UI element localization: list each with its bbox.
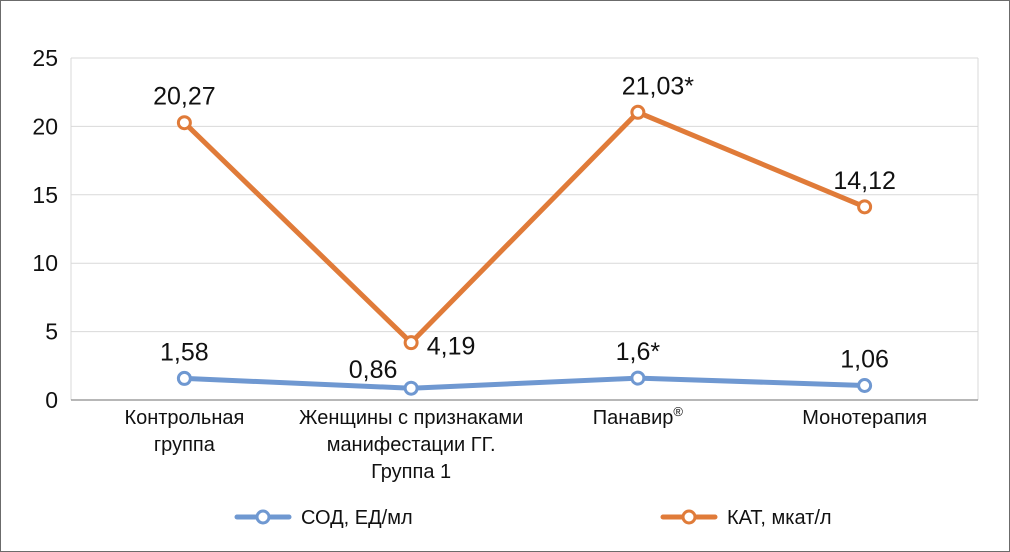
data-label: 0,86 [349,356,398,384]
y-tick-label: 0 [45,387,58,413]
x-category-label: Монотерапия [802,407,927,429]
grid-layer [70,57,979,400]
x-category-label: Контрольная группа [124,407,244,456]
axis-layer: 0 5 10 15 20 25 Контрольная группа Женщины с при… [32,45,978,483]
legend-label: СОД, ЕД/мл [301,507,413,529]
y-tick-label: 20 [32,113,58,139]
data-label: 4,19 [427,333,476,361]
series-layer [176,104,873,396]
data-point [176,370,192,386]
legend-swatch-marker [681,509,697,525]
data-point [857,377,873,393]
legend: СОД, ЕД/мл КАТ, мкат/л [234,507,832,529]
data-label: 1,58 [160,338,209,366]
x-category-label: Панавир® [593,404,684,429]
legend-label: КАТ, мкат/л [727,507,832,529]
y-tick-label: 10 [32,250,58,276]
x-category-label: Женщины с признаками манифестации ГГ. Груп… [299,407,523,483]
data-point [176,115,192,131]
data-label: 1,6* [616,338,661,366]
y-tick-label: 25 [32,45,58,71]
data-point [403,380,419,396]
data-label: 14,12 [833,167,896,195]
data-point [630,370,646,386]
label-layer: 1,58 0,86 1,6* 1,06 20,27 4,19 21,03* 14,12 [153,72,896,384]
data-label: 20,27 [153,83,216,111]
data-point [857,199,873,215]
series-line [181,375,868,391]
data-label: 21,03* [622,72,695,100]
data-label: 1,06 [840,345,889,373]
y-tick-label: 5 [45,319,58,345]
y-tick-label: 15 [32,182,58,208]
series-line [181,109,868,346]
legend-swatch-marker [255,509,271,525]
data-point [403,335,419,351]
data-point [630,104,646,120]
